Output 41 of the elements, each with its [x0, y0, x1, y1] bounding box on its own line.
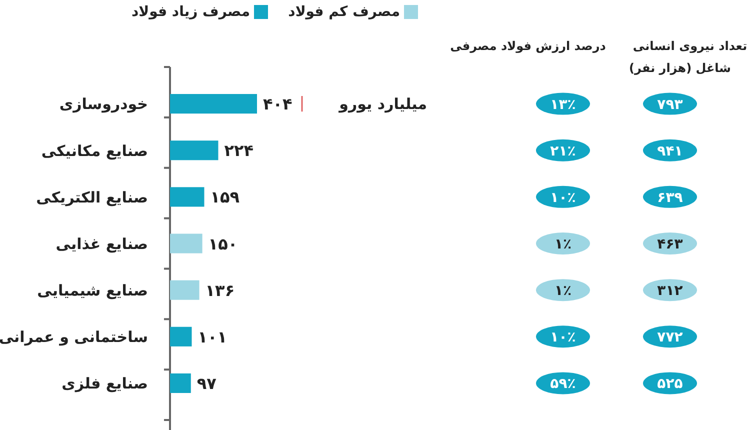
- text: ۱٪: [554, 236, 572, 253]
- bar: [170, 326, 192, 346]
- text: ۹۴۱: [657, 143, 683, 160]
- text: ۲۱٪: [550, 143, 576, 160]
- text: ۶۳۹: [657, 190, 683, 206]
- y-tick-label: ساختمانی و عمرانی: [0, 328, 148, 346]
- legend-label: مصرف زیاد فولاد: [132, 4, 250, 20]
- legend-label: مصرف کم فولاد: [288, 4, 400, 20]
- text: ۵۲۵: [657, 376, 683, 392]
- text: ۷۷۲: [657, 330, 683, 346]
- text: ۵۹٪: [550, 376, 576, 392]
- y-tick-label: صنایع مکانیکی: [41, 142, 148, 160]
- y-tick-label: صنایع الکتریکی: [36, 188, 148, 206]
- data-label: ۱۵۹: [210, 188, 240, 207]
- text: ۱۰٪: [550, 190, 576, 206]
- text: شاغل (هزار نفر): [629, 61, 731, 75]
- text: ۱٪: [554, 283, 572, 300]
- bar: [170, 94, 257, 114]
- text: ۱۳٪: [550, 96, 576, 113]
- bar: [170, 187, 204, 207]
- bar: [170, 280, 200, 300]
- y-tick-label: صنایع فلزی: [62, 374, 148, 393]
- data-label: ۱۳۶: [205, 280, 235, 300]
- data-label: ۹۷: [196, 374, 217, 393]
- data-label: ۲۲۴: [224, 141, 254, 160]
- y-tick-label: صنایع شیمیایی: [37, 281, 148, 300]
- text: درصد ارزش فولاد مصرفی: [450, 39, 606, 53]
- text: ۱۰٪: [550, 330, 576, 346]
- data-label: ۴۰۴: [263, 94, 293, 114]
- bar: [170, 373, 191, 393]
- y-tick-label: صنایع غذایی: [56, 234, 148, 253]
- text: ۷۹۳: [657, 96, 683, 113]
- text: تعداد نیروی انسانی: [632, 39, 748, 53]
- data-label: ۱۰۱: [198, 327, 228, 346]
- data-label: ۱۵۰: [208, 234, 238, 254]
- y-tick-label: خودروسازی: [59, 95, 148, 114]
- bar: [170, 140, 218, 160]
- text: میلیارد یورو: [338, 95, 427, 114]
- text: ۴۶۳: [657, 236, 683, 253]
- text: ۳۱۲: [657, 283, 683, 300]
- bar: [170, 234, 202, 254]
